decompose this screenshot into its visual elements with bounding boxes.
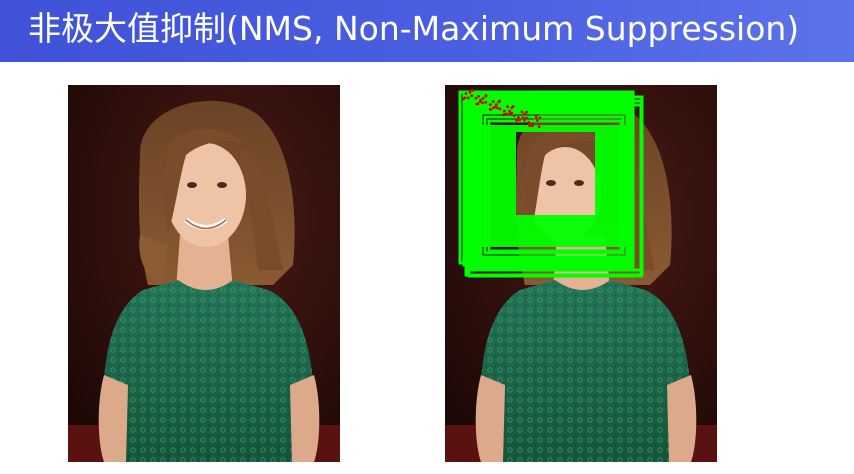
detection-point xyxy=(523,112,526,116)
portrait-photo-detections xyxy=(445,85,717,462)
detection-point xyxy=(520,110,524,114)
detection-point xyxy=(527,120,531,124)
detection-point xyxy=(510,106,514,110)
detection-point xyxy=(488,107,492,111)
detection-point xyxy=(477,95,480,98)
detection-point xyxy=(525,110,528,114)
detection-point xyxy=(493,105,497,109)
detection-point xyxy=(484,100,488,104)
detection-point xyxy=(525,116,528,120)
detection-point xyxy=(521,116,525,120)
detection-point xyxy=(481,101,485,105)
detection-point xyxy=(475,102,479,106)
detection-point xyxy=(502,113,506,116)
detection-point xyxy=(495,106,499,110)
detection-point xyxy=(481,97,485,100)
detection-point xyxy=(474,96,478,100)
portrait-illustration xyxy=(445,85,717,462)
detection-point xyxy=(470,94,474,98)
detection-point xyxy=(503,109,506,113)
detection-point xyxy=(468,90,472,94)
detection-point xyxy=(505,112,508,116)
detection-overlay xyxy=(458,88,644,278)
detection-point xyxy=(516,118,520,121)
detection-point xyxy=(464,92,468,95)
title-bar: 非极大值抑制(NMS, Non-Maximum Suppression) xyxy=(0,0,854,62)
detection-point xyxy=(498,107,502,111)
detection-point xyxy=(530,123,534,126)
detection-point xyxy=(471,88,475,92)
detection-point xyxy=(536,119,539,122)
detection-point xyxy=(484,94,488,98)
slide-title: 非极大值抑制(NMS, Non-Maximum Suppression) xyxy=(28,9,800,48)
detection-point xyxy=(523,118,526,122)
detection-point xyxy=(479,98,482,102)
detection-point xyxy=(537,125,541,129)
detection-point xyxy=(466,96,470,100)
detection-point xyxy=(494,103,498,107)
detection-point xyxy=(534,115,538,119)
detection-point xyxy=(510,111,514,115)
detection-point xyxy=(528,124,532,128)
detection-point xyxy=(497,100,501,104)
detection-point xyxy=(508,109,511,113)
portrait-illustration xyxy=(68,85,340,462)
detection-point xyxy=(488,103,492,106)
detection-point xyxy=(461,97,465,101)
detection-point xyxy=(506,105,509,109)
detection-point xyxy=(491,100,495,103)
portrait-photo-original xyxy=(68,85,340,462)
detection-box xyxy=(464,95,644,277)
detection-box-cluster xyxy=(475,125,630,247)
detection-point xyxy=(538,116,542,120)
detection-point xyxy=(512,114,516,117)
